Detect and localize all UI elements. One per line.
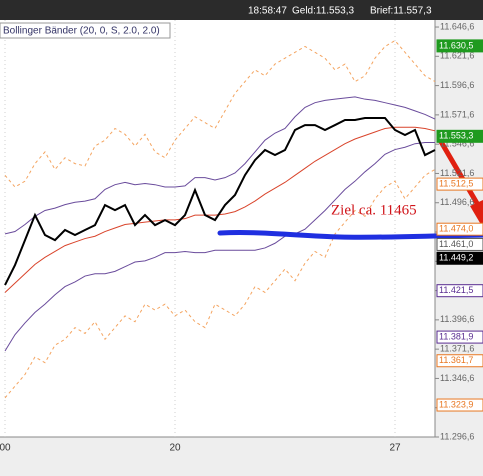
price-tag <box>436 237 483 251</box>
price-tag <box>436 39 483 53</box>
x-tick-label: 20 <box>169 443 181 454</box>
price-tag-label: 11.474,0 <box>439 224 473 234</box>
x-tick-label: 00 <box>0 443 11 454</box>
y-tick-label: 11.546,6 <box>440 139 474 149</box>
x-axis-panel <box>0 437 435 476</box>
y-tick-label: 11.621,6 <box>440 51 474 61</box>
y-tick-label: 11.296,6 <box>440 431 474 441</box>
price-tag-label: 11.323,9 <box>439 399 473 409</box>
indicator-box <box>0 22 171 39</box>
x-tick-label: 27 <box>389 443 401 454</box>
y-tick-label: 11.521,6 <box>440 168 474 178</box>
header-bid: Geld:11.553,3 <box>292 6 355 17</box>
price-tag <box>436 284 483 298</box>
y-tick-label: 11.396,6 <box>440 314 474 324</box>
price-tag-label: 11.630,5 <box>439 40 473 50</box>
y-tick-label: 11.596,6 <box>440 80 474 90</box>
indicator-label: Bollinger Bänder (20, 0, S, 2.0, 2.0) <box>3 26 160 37</box>
price-tag <box>436 129 483 143</box>
target-line <box>217 230 483 240</box>
series-line <box>4 96 436 235</box>
price-tag-label: 11.361,7 <box>439 355 473 365</box>
series-line <box>4 142 435 352</box>
series-line <box>4 39 436 188</box>
price-tag <box>436 177 483 191</box>
price-tag-label: 11.461,0 <box>439 239 473 249</box>
annotation: Ziel ca. 11465 <box>331 202 417 218</box>
arrow-head <box>470 200 483 228</box>
plot-area <box>4 20 436 437</box>
series-line <box>4 126 436 293</box>
price-tag <box>436 222 483 236</box>
price-tag <box>436 251 483 265</box>
price-tag-label: 11.449,2 <box>439 253 473 263</box>
price-tag-label: 11.381,9 <box>439 331 473 341</box>
price-tag <box>436 398 483 412</box>
y-tick-label: 11.646,6 <box>440 21 474 31</box>
price-tag <box>436 354 483 368</box>
price-tag-label: 11.421,5 <box>439 285 473 295</box>
y-tick-label: 11.496,6 <box>440 197 474 207</box>
y-tick-label: 11.346,6 <box>440 373 474 383</box>
y-tick-label: 11.571,6 <box>440 109 474 119</box>
price-tag <box>436 330 483 344</box>
series-line <box>4 117 436 286</box>
header-bar <box>0 0 483 20</box>
price-tag-label: 11.553,3 <box>439 131 473 141</box>
header-time: 18:58:47 <box>248 6 287 17</box>
header-ask: Brief:11.557,3 <box>370 6 432 17</box>
price-tag-label: 11.512,5 <box>439 178 473 188</box>
y-tick-label: 11.371,6 <box>440 344 474 354</box>
target-arrow <box>437 138 481 207</box>
